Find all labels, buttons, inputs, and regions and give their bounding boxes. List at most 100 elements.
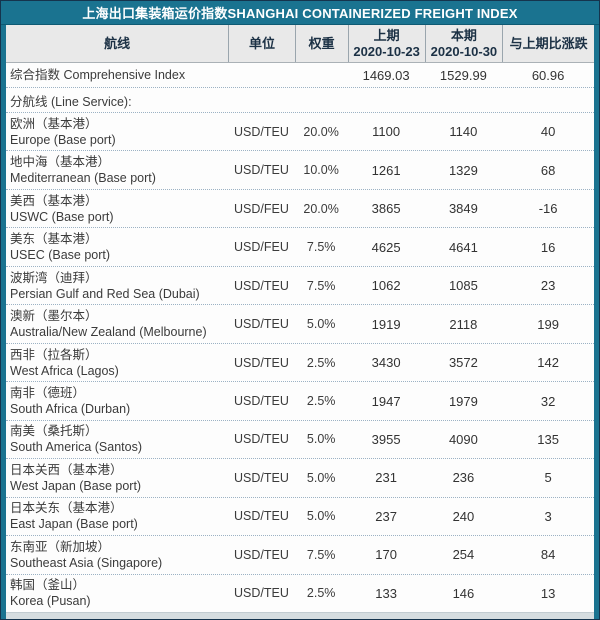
route-row: 东南亚（新加坡） Southeast Asia (Singapore) USD/TE…: [6, 536, 594, 575]
route-prev-value: 170: [375, 547, 397, 563]
route-weight: 10.0%: [303, 163, 339, 178]
route-curr-value: 4090: [448, 431, 478, 447]
comprehensive-curr-value: 1529.99: [439, 67, 487, 83]
route-name-zh: 欧洲（基本港）: [10, 116, 98, 131]
route-unit: USD/FEU: [234, 201, 289, 216]
header-prev-label: 上期: [373, 27, 400, 43]
route-change-value: 16: [540, 239, 556, 255]
route-curr-value: 1329: [448, 162, 478, 178]
route-unit: USD/TEU: [234, 547, 289, 562]
route-unit: USD/FEU: [234, 240, 289, 255]
route-weight: 2.5%: [306, 355, 336, 370]
route-row: 欧洲（基本港） Europe (Base port) USD/TEU 20.0% 110…: [6, 113, 594, 152]
route-weight: 5.0%: [306, 470, 336, 485]
route-prev-value: 1062: [371, 278, 401, 294]
route-change-value: -16: [538, 201, 558, 217]
comprehensive-change-value: 60.96: [531, 67, 565, 83]
route-unit: USD/TEU: [234, 586, 289, 601]
route-name-zh: 澳新（墨尔本）: [10, 309, 98, 324]
route-unit: USD/TEU: [234, 509, 289, 524]
header-prev-date: 2020-10-23: [353, 43, 420, 59]
route-name-cell: 韩国（釜山） Korea (Pusan): [6, 575, 228, 612]
route-name-en: West Japan (Base port): [10, 478, 142, 493]
route-row: 韩国（釜山） Korea (Pusan) USD/TEU 2.5% 133 146 13: [6, 574, 594, 613]
table-header-row: 航线 单位 权重 上期 2020-10-23 本期 2020-10-30 与上期…: [6, 25, 594, 63]
comprehensive-index-row: 综合指数 Comprehensive Index 1469.03 1529.99…: [6, 63, 594, 88]
header-weight: 权重: [294, 25, 348, 62]
route-prev-value: 3955: [371, 431, 401, 447]
route-curr-value: 240: [452, 508, 475, 524]
route-row: 南非（德班） South Africa (Durban) USD/TEU 2.5% 19…: [6, 382, 594, 421]
route-name-zh: 日本关西（基本港）: [10, 462, 123, 477]
route-weight: 7.5%: [306, 278, 336, 293]
route-unit: USD/TEU: [234, 394, 289, 409]
route-weight: 2.5%: [306, 394, 336, 409]
route-unit: USD/TEU: [234, 355, 289, 370]
route-row: 波斯湾（迪拜） Persian Gulf and Red Sea (Dubai) U…: [6, 266, 594, 306]
header-curr-label: 本期: [450, 27, 477, 43]
route-name-en: Australia/New Zealand (Melbourne): [10, 325, 207, 340]
route-name-zh: 美西（基本港）: [10, 193, 98, 208]
route-change-value: 13: [540, 585, 556, 601]
route-rows-container: 欧洲（基本港） Europe (Base port) USD/TEU 20.0% 110…: [6, 113, 594, 613]
route-curr-value: 1085: [448, 278, 478, 294]
route-curr-value: 3572: [448, 355, 478, 371]
route-name-en: USEC (Base port): [10, 248, 111, 263]
route-name-zh: 西非（拉各斯）: [10, 347, 98, 362]
route-prev-value: 1947: [371, 393, 401, 409]
route-change-value: 40: [540, 124, 556, 140]
route-change-value: 23: [540, 278, 556, 294]
route-row: 地中海（基本港） Mediterranean (Base port) USD/TEU…: [6, 151, 594, 190]
route-curr-value: 4641: [448, 239, 478, 255]
route-name-zh: 地中海（基本港）: [10, 155, 111, 170]
route-name-cell: 西非（拉各斯） West Africa (Lagos): [6, 344, 228, 381]
line-service-section-label: 分航线 (Line Service):: [10, 94, 132, 109]
route-prev-value: 1261: [371, 162, 401, 178]
route-change-value: 84: [540, 547, 556, 563]
route-name-zh: 南美（桑托斯）: [10, 424, 98, 439]
route-curr-value: 1979: [448, 393, 478, 409]
route-name-en: Korea (Pusan): [10, 594, 91, 609]
route-prev-value: 1919: [371, 316, 401, 332]
route-name-en: South America (Santos): [10, 440, 143, 455]
route-curr-value: 146: [452, 585, 475, 601]
route-curr-value: 3849: [448, 201, 478, 217]
route-curr-value: 254: [452, 547, 475, 563]
route-name-zh: 南非（德班）: [10, 386, 86, 401]
route-name-cell: 澳新（墨尔本） Australia/New Zealand (Melbourne): [6, 305, 228, 342]
bottom-strip: [6, 612, 594, 619]
route-row: 日本关西（基本港） West Japan (Base port) USD/TEU 5.…: [6, 459, 594, 498]
header-prev-period: 上期 2020-10-23: [347, 25, 425, 62]
route-row: 日本关东（基本港） East Japan (Base port) USD/TEU 5.…: [6, 497, 594, 537]
route-weight: 5.0%: [306, 509, 336, 524]
route-prev-value: 1100: [372, 124, 401, 140]
route-unit: USD/TEU: [234, 163, 289, 178]
route-unit: USD/TEU: [234, 432, 289, 447]
route-name-en: West Africa (Lagos): [10, 363, 119, 378]
route-name-zh: 波斯湾（迪拜）: [10, 270, 98, 285]
route-prev-value: 133: [375, 585, 397, 601]
route-weight: 2.5%: [306, 586, 336, 601]
header-unit: 单位: [228, 25, 294, 62]
route-name-cell: 日本关东（基本港） East Japan (Base port): [6, 498, 228, 535]
route-prev-value: 3865: [371, 201, 401, 217]
route-name-cell: 美东（基本港） USEC (Base port): [6, 228, 228, 265]
route-change-value: 68: [540, 162, 556, 178]
line-service-section-row: 分航线 (Line Service):: [6, 88, 594, 113]
route-weight: 7.5%: [306, 240, 336, 255]
route-prev-value: 3430: [371, 355, 401, 371]
route-unit: USD/TEU: [234, 124, 289, 139]
route-name-cell: 南非（德班） South Africa (Durban): [6, 382, 228, 419]
route-name-cell: 地中海（基本港） Mediterranean (Base port): [6, 151, 228, 188]
route-name-cell: 东南亚（新加坡） Southeast Asia (Singapore): [6, 536, 228, 573]
route-row: 南美（桑托斯） South America (Santos) USD/TEU 5.0%…: [6, 420, 594, 460]
route-weight: 7.5%: [306, 547, 336, 562]
comprehensive-weight-empty: [295, 63, 348, 87]
route-name-cell: 美西（基本港） USWC (Base port): [6, 190, 228, 227]
comprehensive-name: 综合指数 Comprehensive Index: [10, 68, 186, 82]
route-curr-value: 1140: [449, 124, 478, 140]
route-change-value: 199: [537, 316, 559, 332]
route-prev-value: 4625: [371, 239, 401, 255]
route-name-cell: 南美（桑托斯） South America (Santos): [6, 421, 228, 458]
